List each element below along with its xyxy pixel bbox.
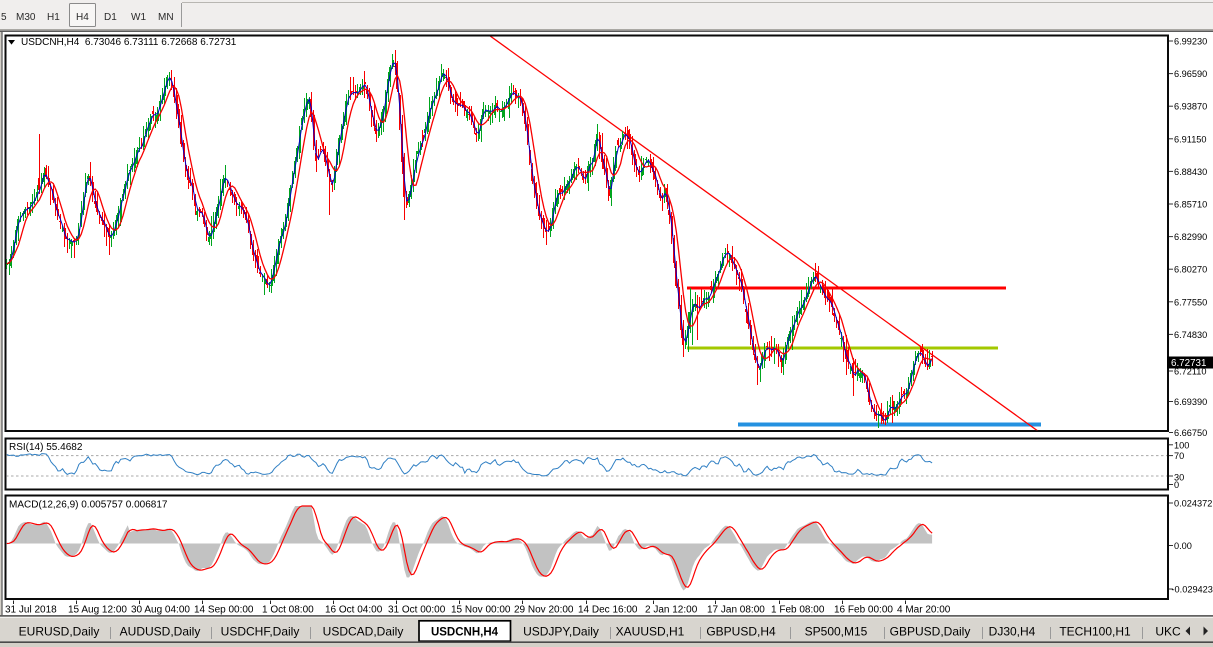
svg-text:70: 70: [1174, 451, 1184, 461]
svg-text:31 Oct 00:00: 31 Oct 00:00: [388, 605, 446, 616]
svg-text:0.024372: 0.024372: [1174, 499, 1212, 509]
svg-text:15 Aug 12:00: 15 Aug 12:00: [68, 605, 127, 616]
svg-text:6.80270: 6.80270: [1174, 265, 1207, 275]
svg-text:100: 100: [1174, 440, 1189, 450]
svg-text:TECH100,H1: TECH100,H1: [1059, 625, 1131, 639]
svg-text:15 Nov 00:00: 15 Nov 00:00: [451, 605, 511, 616]
svg-text:AUDUSD,Daily: AUDUSD,Daily: [120, 625, 201, 639]
svg-text:UKC: UKC: [1155, 625, 1181, 639]
svg-text:RSI(14) 55.4682: RSI(14) 55.4682: [9, 442, 83, 453]
svg-text:USDCNH,H4 6.73046 6.73111 6.7: USDCNH,H4 6.73046 6.73111 6.72668 6.7273…: [21, 37, 237, 48]
svg-text:6.69390: 6.69390: [1174, 397, 1207, 407]
svg-text:5: 5: [1, 12, 7, 23]
svg-text:GBPUSD,H4: GBPUSD,H4: [706, 625, 776, 639]
svg-text:6.72731: 6.72731: [1171, 358, 1206, 369]
svg-text:D1: D1: [104, 12, 117, 23]
svg-text:30: 30: [1174, 473, 1184, 483]
svg-text:16 Feb 00:00: 16 Feb 00:00: [834, 605, 893, 616]
svg-text:0: 0: [1174, 480, 1179, 490]
svg-text:6.93870: 6.93870: [1174, 102, 1207, 112]
svg-text:6.82990: 6.82990: [1174, 232, 1207, 242]
svg-text:6.77550: 6.77550: [1174, 297, 1207, 307]
svg-text:H4: H4: [76, 12, 89, 23]
svg-text:30 Aug 04:00: 30 Aug 04:00: [131, 605, 190, 616]
svg-text:29 Nov 20:00: 29 Nov 20:00: [514, 605, 574, 616]
svg-text:MACD(12,26,9) 0.005757 0.00681: MACD(12,26,9) 0.005757 0.006817: [9, 500, 168, 511]
svg-text:0.00: 0.00: [1174, 541, 1192, 551]
svg-text:M30: M30: [16, 12, 36, 23]
svg-text:XAUUSD,H1: XAUUSD,H1: [616, 625, 685, 639]
svg-text:H1: H1: [47, 12, 60, 23]
svg-text:6.72110: 6.72110: [1174, 367, 1207, 377]
svg-text:-0.029423: -0.029423: [1172, 585, 1213, 595]
svg-text:17 Jan 08:00: 17 Jan 08:00: [707, 605, 765, 616]
svg-text:6.66750: 6.66750: [1174, 428, 1207, 438]
svg-text:14 Dec 16:00: 14 Dec 16:00: [578, 605, 638, 616]
svg-text:USDCNH,H4: USDCNH,H4: [431, 627, 499, 639]
svg-text:DJ30,H4: DJ30,H4: [989, 625, 1036, 639]
svg-text:6.96590: 6.96590: [1174, 69, 1207, 79]
svg-text:1 Oct 08:00: 1 Oct 08:00: [262, 605, 314, 616]
svg-text:6.85710: 6.85710: [1174, 200, 1207, 210]
svg-text:USDCHF,Daily: USDCHF,Daily: [221, 625, 300, 639]
svg-text:GBPUSD,Daily: GBPUSD,Daily: [890, 625, 971, 639]
svg-text:14 Sep 00:00: 14 Sep 00:00: [194, 605, 254, 616]
svg-text:6.74830: 6.74830: [1174, 330, 1207, 340]
svg-text:2 Jan 12:00: 2 Jan 12:00: [645, 605, 698, 616]
svg-text:EURUSD,Daily: EURUSD,Daily: [19, 625, 100, 639]
svg-text:USDJPY,Daily: USDJPY,Daily: [523, 625, 599, 639]
svg-text:6.99230: 6.99230: [1174, 37, 1207, 47]
svg-text:6.88430: 6.88430: [1174, 167, 1207, 177]
svg-text:USDCAD,Daily: USDCAD,Daily: [323, 625, 404, 639]
svg-text:16 Oct 04:00: 16 Oct 04:00: [325, 605, 383, 616]
svg-text:W1: W1: [131, 12, 146, 23]
svg-text:1 Feb 08:00: 1 Feb 08:00: [771, 605, 825, 616]
svg-text:6.91150: 6.91150: [1174, 134, 1207, 144]
svg-text:MN: MN: [158, 12, 174, 23]
svg-text:SP500,M15: SP500,M15: [805, 625, 868, 639]
svg-text:4 Mar 20:00: 4 Mar 20:00: [897, 605, 951, 616]
svg-text:31 Jul 2018: 31 Jul 2018: [5, 605, 57, 616]
